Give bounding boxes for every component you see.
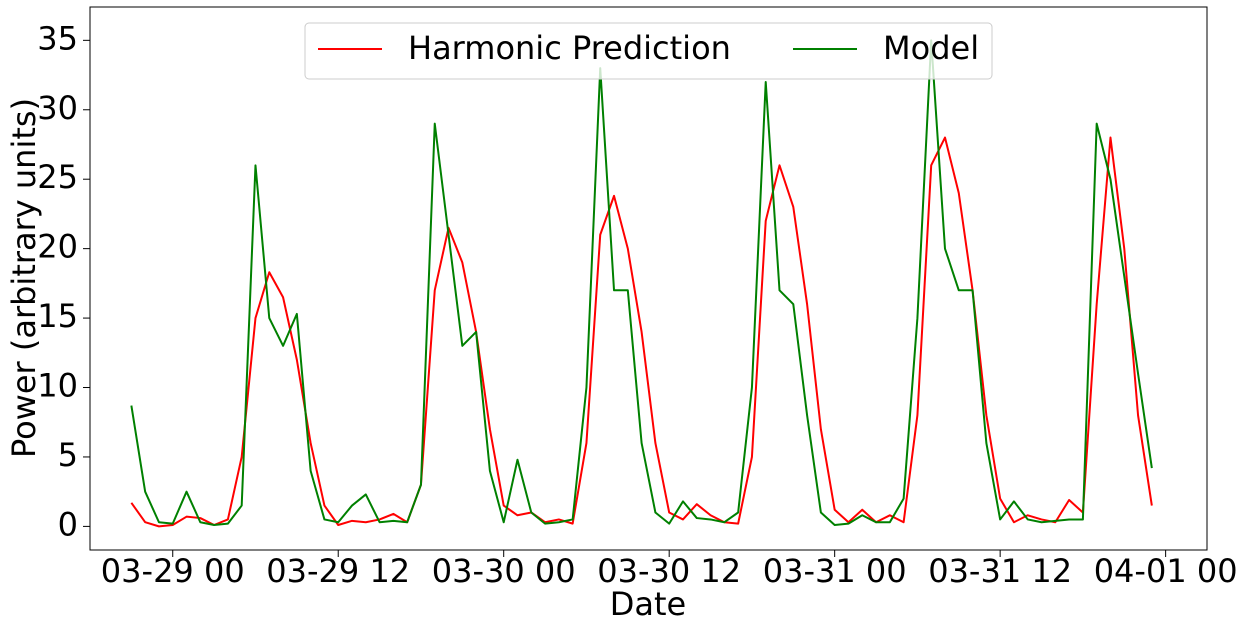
series-line [130,136,1153,528]
x-tick-label: 04-01 00 [1094,552,1238,590]
x-tick-label: 03-31 00 [763,552,907,590]
y-axis-label: Power (arbitrary units) [5,98,43,458]
y-tick-label: 10 [37,367,78,405]
y-tick-label: 20 [37,228,78,266]
y-tick-label: 15 [37,297,78,335]
x-tick-label: 03-29 12 [266,552,410,590]
series-line [130,39,1153,526]
legend-box [304,22,993,80]
x-tick-label: 03-29 00 [101,552,245,590]
x-tick-label: 03-30 00 [432,552,576,590]
legend-label: Model [883,29,979,67]
x-axis-label: Date [610,585,686,623]
y-tick-label: 0 [58,505,78,543]
y-tick-label: 5 [58,436,78,474]
y-tick-label: 30 [37,89,78,127]
y-tick-label: 25 [37,158,78,196]
x-tick-label: 03-31 12 [928,552,1072,590]
x-tick-label: 03-30 12 [597,552,741,590]
legend-label: Harmonic Prediction [408,29,731,67]
plot-frame [89,6,1208,551]
y-tick-label: 35 [37,19,78,57]
